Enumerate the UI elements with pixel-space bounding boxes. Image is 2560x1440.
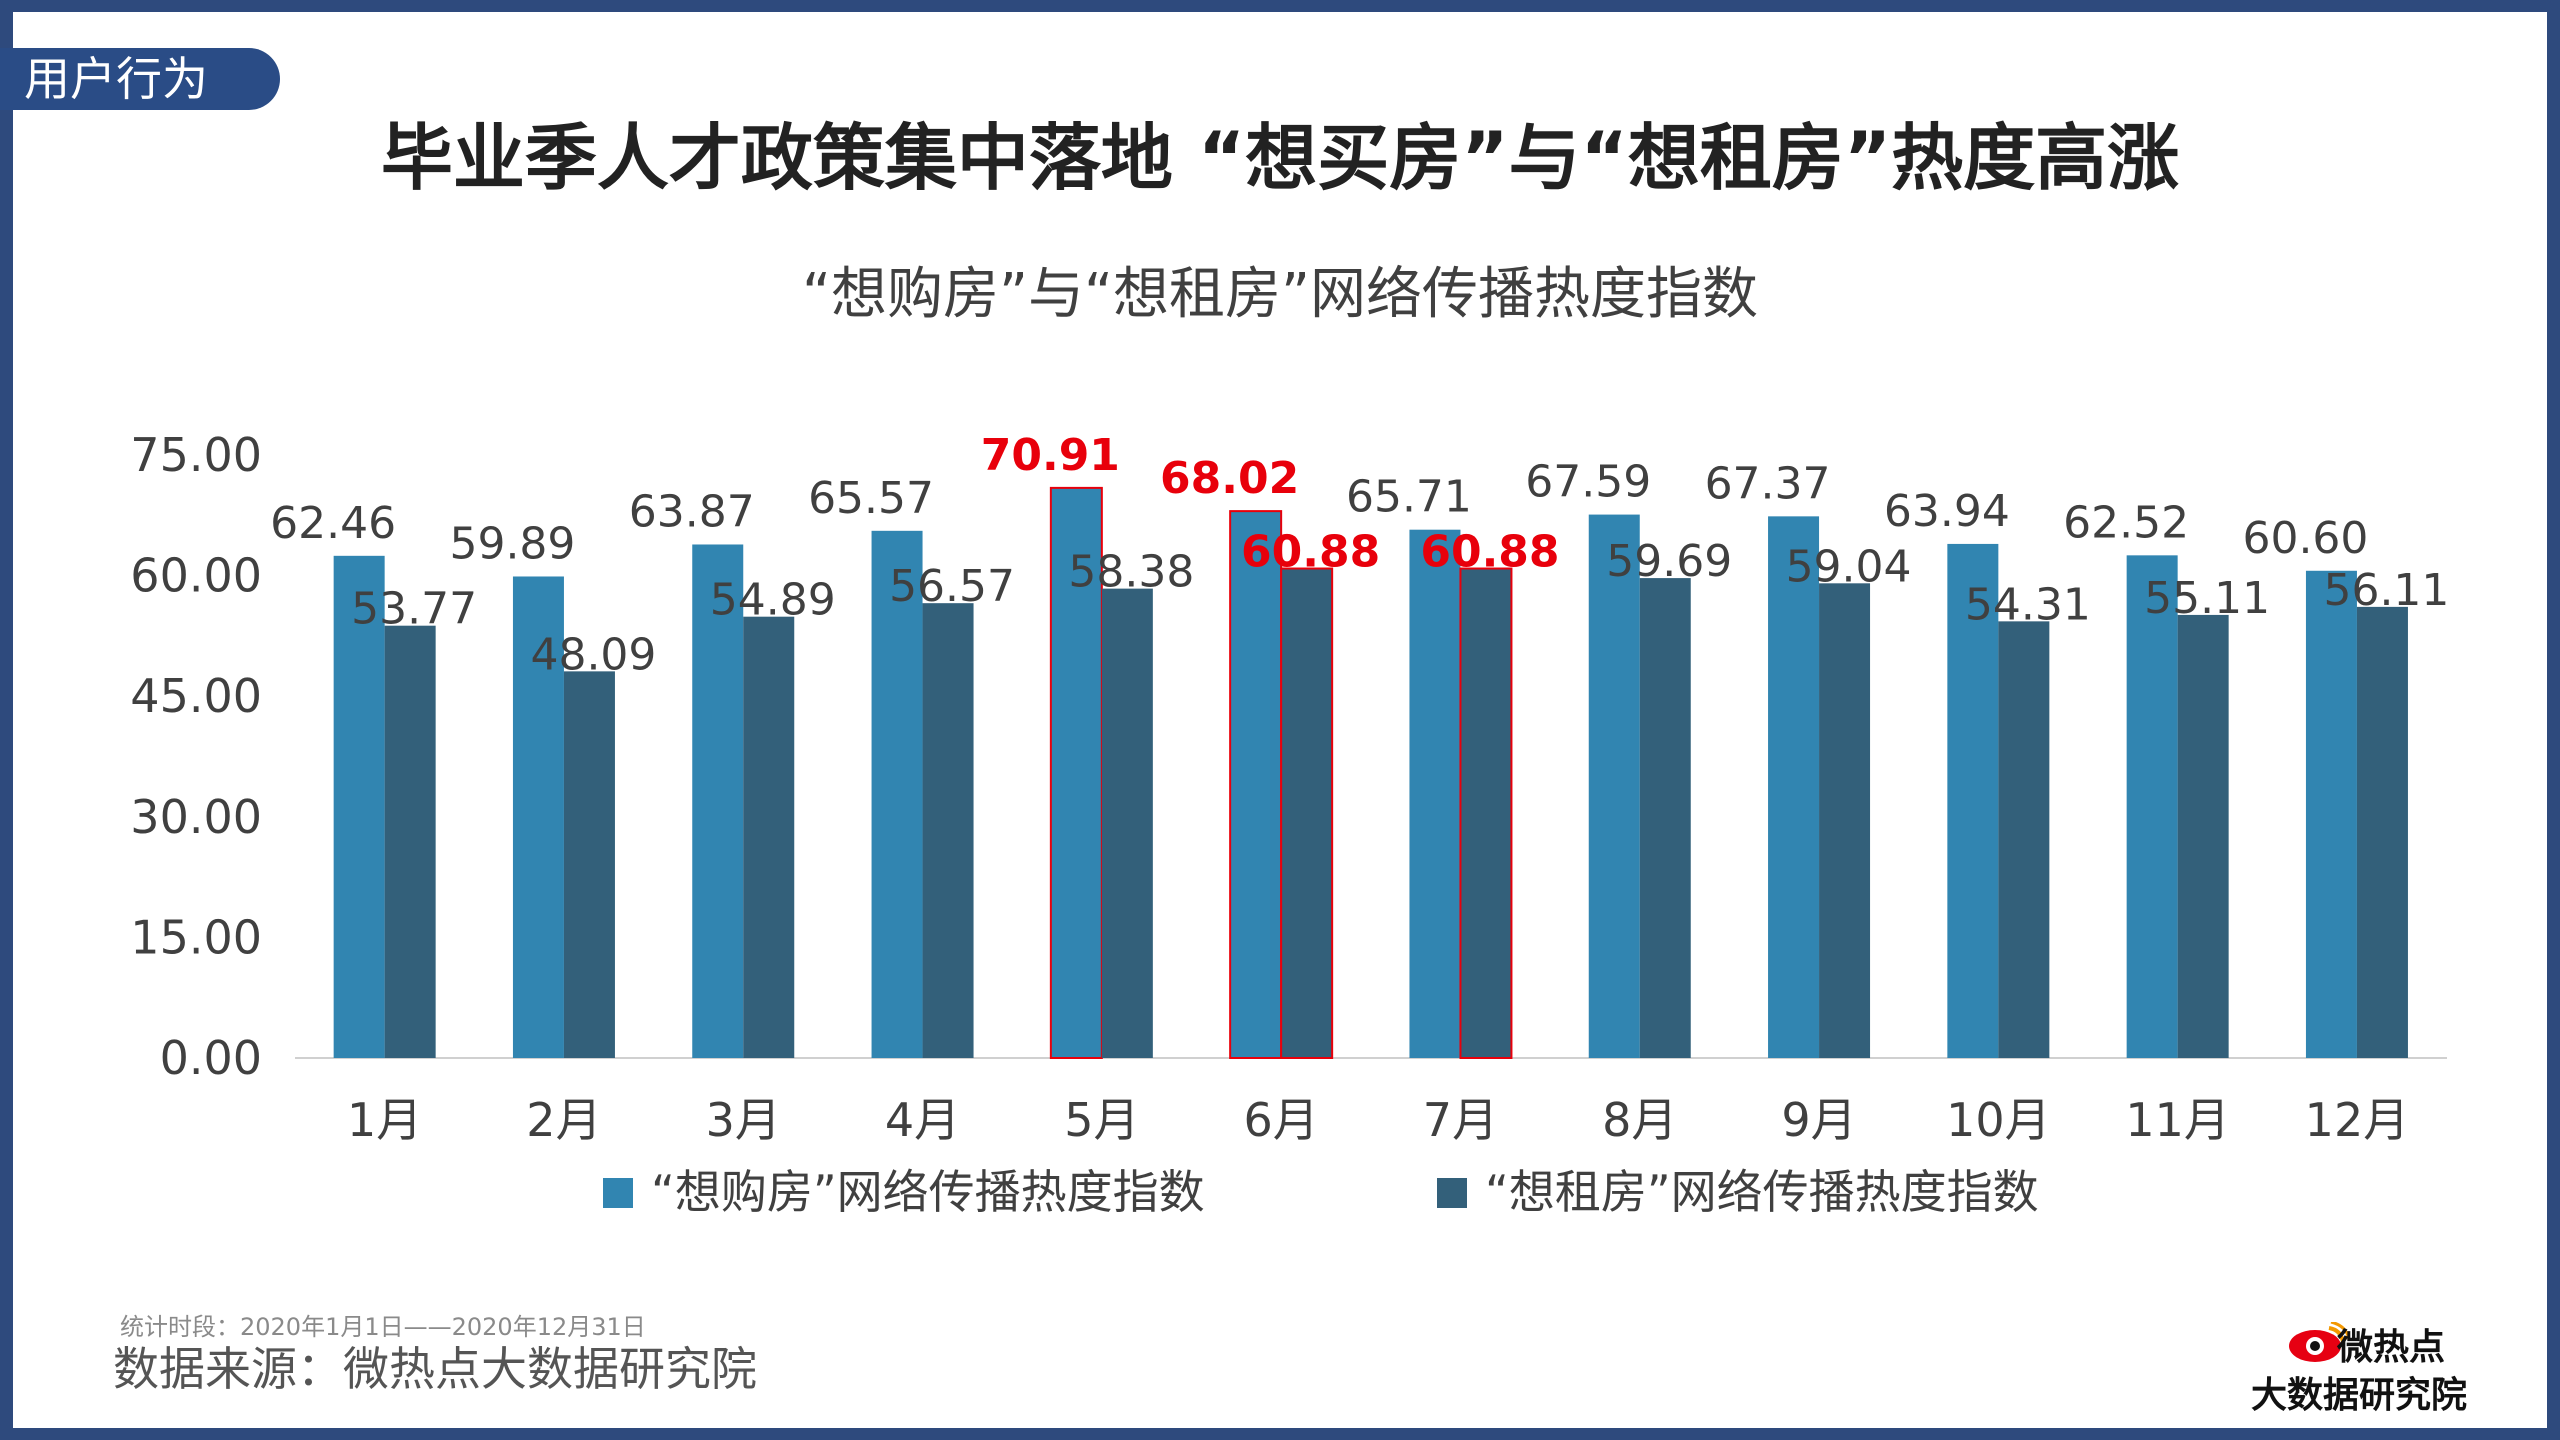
bar-rent [1101,588,1153,1058]
data-label: 54.89 [710,575,836,626]
bar-buy [1588,514,1640,1058]
bar-buy [333,555,385,1058]
data-label: 60.88 [1241,527,1380,578]
x-tick-label: 9月 [1781,1093,1856,1147]
bar-buy [1229,510,1283,1059]
data-label: 58.38 [1068,547,1194,598]
x-tick-label: 10月 [1946,1093,2051,1147]
logo-text-line2: 大数据研究院 [2251,1375,2468,1416]
bar-buy [871,530,923,1058]
section-tag: 用户行为 [0,48,280,110]
bar-rent [563,671,615,1058]
data-label: 62.52 [2063,497,2189,548]
bar-buy [1049,486,1103,1059]
x-tick-label: 4月 [885,1093,960,1147]
y-tick-label: 60.00 [130,549,262,603]
bar-rent [1639,578,1691,1058]
data-label: 55.11 [2144,573,2270,624]
chart-title: “想购房”与“想租房”网络传播热度指数 [801,262,1759,327]
y-tick-label: 0.00 [160,1031,262,1085]
bar-buy [2305,570,2357,1058]
legend-label: “想购房”网络传播热度指数 [651,1165,1205,1219]
data-label: 56.57 [889,561,1015,612]
page-title: 毕业季人才政策集中落地 “想买房”与“想租房”热度高涨 [380,116,2180,200]
bar-rent [384,625,436,1058]
data-label: 65.71 [1346,472,1472,523]
eye-logo-icon [2289,1322,2349,1362]
data-label: 59.04 [1786,541,1912,592]
x-tick-label: 3月 [706,1093,781,1147]
data-label: 70.91 [981,430,1120,481]
bar-rent [2356,606,2408,1058]
bar-buy [512,576,564,1058]
data-label: 59.89 [449,518,575,569]
bar-rent [2177,614,2229,1058]
bar-rent [1819,583,1871,1058]
data-label: 63.94 [1884,486,2010,537]
bar-rent [1459,567,1513,1059]
data-label: 67.37 [1705,458,1831,509]
bar-rent [922,603,974,1058]
footer-source: 数据来源：微热点大数据研究院 [113,1342,757,1396]
data-label: 62.46 [270,498,396,549]
data-label: 60.60 [2242,513,2368,564]
bar-buy [1409,529,1461,1058]
data-label: 54.31 [1965,579,2091,630]
logo-text-line1: 微热点 [2337,1327,2446,1368]
y-tick-label: 45.00 [130,669,262,723]
data-label: 68.02 [1160,453,1299,504]
data-label: 59.69 [1606,536,1732,587]
data-label: 48.09 [530,629,656,680]
x-tick-label: 5月 [1064,1093,1139,1147]
x-tick-label: 2月 [526,1093,601,1147]
x-tick-label: 7月 [1423,1093,1498,1147]
data-label: 56.11 [2323,565,2449,616]
bar-rent [1998,621,2050,1058]
data-label: 60.88 [1420,527,1559,578]
data-label: 65.57 [808,473,934,524]
legend-swatch [603,1178,633,1208]
data-label: 63.87 [629,486,755,537]
footer-period: 统计时段：2020年1月1日——2020年12月31日 [120,1313,646,1341]
y-tick-label: 15.00 [130,910,262,964]
data-label: 53.77 [351,584,477,635]
y-tick-label: 30.00 [130,790,262,844]
x-tick-label: 1月 [347,1093,422,1147]
bar-rent [1280,567,1334,1059]
x-tick-label: 12月 [2305,1093,2410,1147]
bar-rent [743,616,795,1058]
bar-buy [1947,543,1999,1058]
x-tick-label: 6月 [1244,1093,1319,1147]
legend-label: “想租房”网络传播热度指数 [1485,1165,2039,1219]
data-label: 67.59 [1525,457,1651,508]
bar-buy [2126,555,2178,1058]
bar-buy [692,544,744,1058]
x-tick-label: 8月 [1602,1093,1677,1147]
brand-logo: 微热点 大数据研究院 [2245,1318,2485,1418]
x-tick-label: 11月 [2125,1093,2230,1147]
legend-swatch [1437,1178,1467,1208]
y-tick-label: 75.00 [130,428,262,482]
bar-buy [1768,516,1820,1058]
